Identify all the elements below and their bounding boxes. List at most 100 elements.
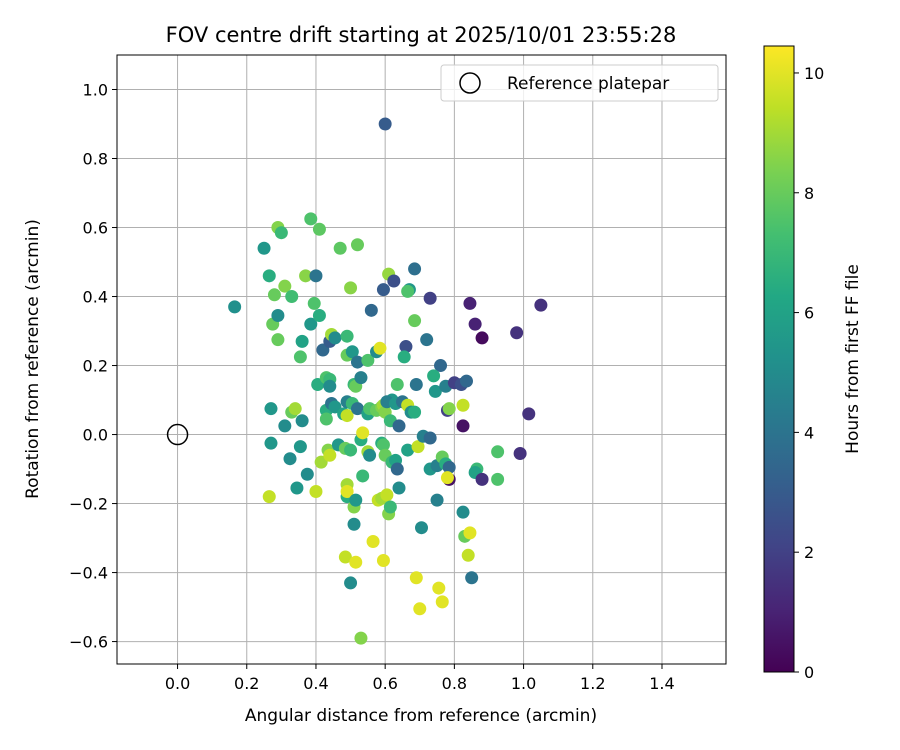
data-point [390, 378, 404, 392]
data-point [373, 341, 387, 355]
data-point [257, 241, 271, 255]
colorbar: 0 2 4 6 8 10 Hours from first FF file [763, 45, 863, 682]
chart-title: FOV centre drift starting at 2025/10/01 … [166, 23, 677, 47]
data-point [491, 472, 505, 486]
data-point [262, 490, 276, 504]
data-point [428, 384, 442, 398]
data-point [430, 493, 444, 507]
data-point [312, 309, 326, 323]
data-point [274, 226, 288, 240]
y-tick-label: 0.0 [83, 426, 108, 445]
plot-frame [116, 54, 727, 665]
data-point [399, 340, 413, 354]
data-point [340, 484, 354, 498]
data-point [283, 452, 297, 466]
legend-marker-circle [459, 72, 481, 94]
colorbar-tick-label: 2 [804, 543, 814, 562]
plot-area [117, 55, 726, 664]
data-point [459, 374, 473, 388]
data-point [409, 378, 423, 392]
data-point [356, 426, 370, 440]
y-tick-label: −0.4 [69, 564, 108, 583]
data-point [338, 550, 352, 564]
data-point [304, 317, 318, 331]
data-point [295, 414, 309, 428]
data-point [420, 333, 434, 347]
data-point [344, 281, 358, 295]
data-point [363, 448, 377, 462]
data-point [380, 488, 394, 502]
data-point [434, 359, 448, 373]
data-point [350, 402, 364, 416]
data-point [271, 309, 285, 323]
data-point [361, 353, 375, 367]
data-point [278, 279, 292, 293]
data-point [300, 467, 314, 481]
data-point [344, 576, 358, 590]
colorbar-gradient [764, 46, 794, 672]
data-point [376, 283, 390, 297]
data-point [304, 212, 318, 226]
data-point [376, 438, 390, 452]
x-axis-ticks: 0.0 0.2 0.4 0.6 0.8 1.0 1.2 1.4 [165, 664, 675, 693]
data-point [463, 296, 477, 310]
data-point [427, 369, 441, 383]
data-point [262, 269, 276, 283]
y-tick-label: −0.6 [69, 633, 108, 652]
x-axis-label: Angular distance from reference (arcmin) [245, 706, 597, 726]
x-tick-label: 0.6 [372, 674, 397, 693]
data-point [293, 350, 307, 364]
data-point [299, 269, 313, 283]
data-point [465, 571, 479, 585]
data-point [312, 222, 326, 236]
data-point [401, 284, 415, 298]
x-tick-label: 1.4 [649, 674, 674, 693]
y-axis-ticks: −0.6 −0.4 −0.2 0.0 0.2 0.4 0.6 0.8 1.0 [69, 81, 117, 652]
data-point [309, 269, 323, 283]
data-point [401, 443, 415, 457]
data-point [364, 303, 378, 317]
data-point [295, 334, 309, 348]
data-point [408, 314, 422, 328]
data-point [350, 238, 364, 252]
data-point [293, 440, 307, 454]
data-point [432, 581, 446, 595]
data-point [228, 300, 242, 314]
y-tick-label: −0.2 [69, 495, 108, 514]
data-point [423, 431, 437, 445]
x-tick-label: 0.2 [234, 674, 259, 693]
data-point [328, 331, 342, 345]
data-point [344, 443, 358, 457]
data-point [468, 317, 482, 331]
x-tick-label: 0.4 [303, 674, 328, 693]
data-point [323, 379, 337, 393]
data-point [376, 553, 390, 567]
y-tick-label: 1.0 [83, 81, 108, 100]
data-point [307, 296, 321, 310]
data-point [311, 378, 325, 392]
data-point [319, 412, 333, 426]
data-point [354, 631, 368, 645]
data-point [378, 117, 392, 131]
data-point [392, 481, 406, 495]
data-point [356, 469, 370, 483]
data-point [390, 462, 404, 476]
colorbar-tick-label: 0 [804, 663, 814, 682]
data-point [475, 331, 489, 345]
data-point [409, 571, 423, 585]
colorbar-tick-label: 10 [804, 64, 824, 83]
y-tick-label: 0.4 [83, 288, 108, 307]
y-axis-label: Rotation from reference (arcmin) [23, 219, 43, 499]
data-point [314, 455, 328, 469]
data-point [316, 343, 330, 357]
data-point [456, 419, 470, 433]
data-point [411, 440, 425, 454]
colorbar-label: Hours from first FF file [843, 264, 863, 454]
data-point [413, 602, 427, 616]
data-point [387, 274, 401, 288]
data-point [345, 345, 359, 359]
data-point [285, 290, 299, 304]
data-point [408, 405, 422, 419]
data-point [522, 407, 536, 421]
data-point [491, 445, 505, 459]
